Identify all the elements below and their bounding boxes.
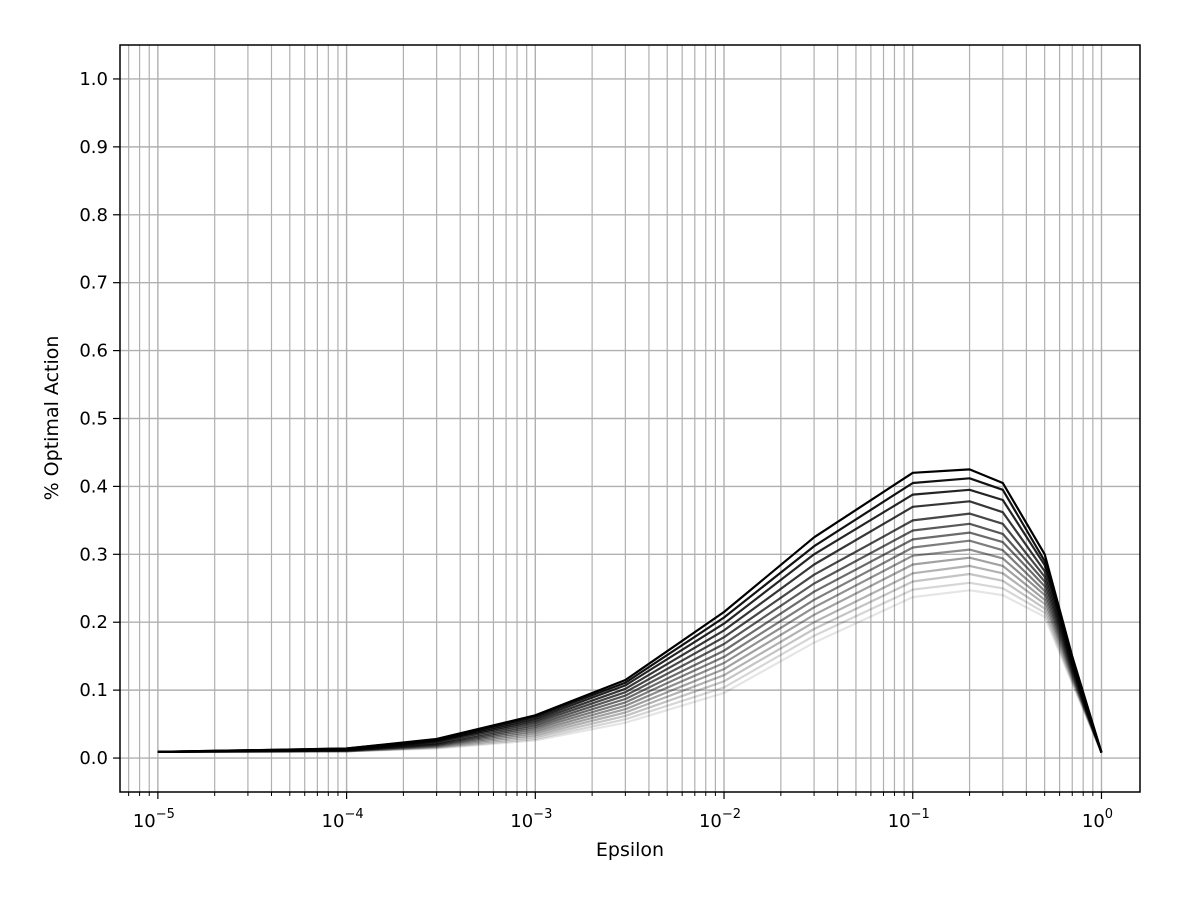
y-axis-label: % Optimal Action — [41, 336, 63, 501]
x-tick-label: 10−3 — [510, 807, 552, 832]
y-tick-label: 0.7 — [79, 273, 108, 294]
y-tick-label: 0.0 — [79, 748, 108, 769]
series-line-5 — [157, 522, 1103, 753]
axis-ticks: 10−5 10−4 10−3 10−2 10−1 100 0.0 0.1 0.2 0.3 0.4 0.… — [79, 69, 1113, 832]
y-tick-label: 0.1 — [79, 680, 108, 701]
x-tick-label: 10−5 — [133, 807, 175, 832]
series-line-10 — [157, 564, 1103, 754]
y-tick-label: 0.6 — [79, 341, 108, 362]
series-line-13 — [157, 589, 1103, 754]
y-tick-label: 0.2 — [79, 612, 108, 633]
y-tick-label: 0.4 — [79, 476, 108, 497]
y-tick-label: 0.5 — [79, 409, 108, 430]
series-line-11 — [157, 572, 1103, 754]
x-tick-label: 10−4 — [322, 807, 364, 832]
x-tick-label: 10−2 — [699, 807, 741, 832]
series-line-0 — [157, 468, 1103, 753]
series-line-9 — [157, 556, 1103, 753]
x-tick-label: 100 — [1082, 807, 1113, 832]
y-tick-label: 0.8 — [79, 205, 108, 226]
y-tick-label: 0.3 — [79, 544, 108, 565]
y-tick-label: 1.0 — [79, 69, 108, 90]
series-line-12 — [157, 581, 1103, 754]
x-axis-label: Epsilon — [596, 839, 664, 861]
y-tick-label: 0.9 — [79, 137, 108, 158]
series-lines — [157, 468, 1103, 754]
x-tick-label: 10−1 — [888, 807, 930, 832]
